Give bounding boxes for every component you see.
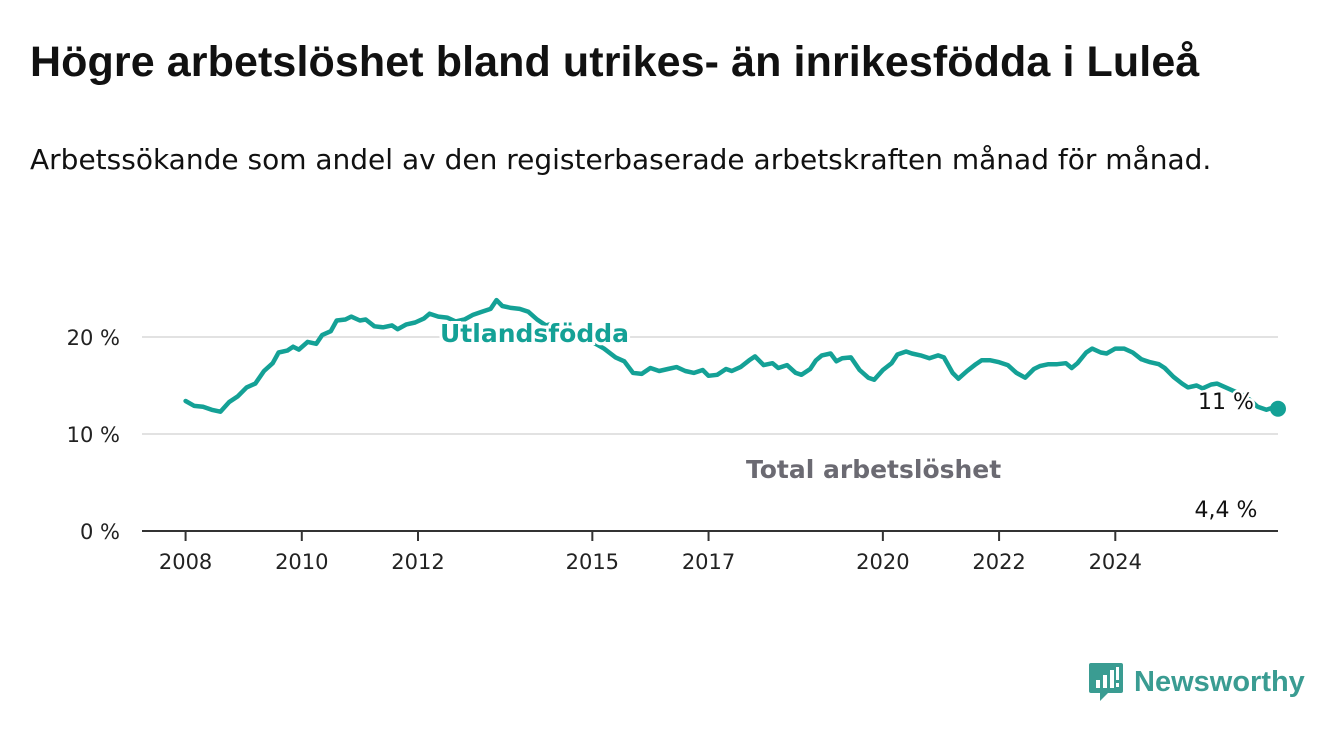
x-tick-label: 2008 (159, 550, 212, 574)
series-end-dot-0 (1270, 400, 1286, 417)
series-name-label: Utlandsfödda (440, 319, 629, 348)
chart-title: Högre arbetslöshet bland utrikes- än inr… (30, 38, 1200, 86)
axes: 0 % 10 % 20 % 2008 2010 2012 2015 2017 2020 2022 2… (67, 326, 1278, 574)
x-tick-label: 2020 (856, 550, 909, 574)
brand-logo: Newsworthy (1088, 660, 1305, 704)
series-end-value-label: 11 % (1198, 390, 1254, 415)
y-tick-label: 20 % (67, 326, 120, 350)
x-tick-label: 2022 (972, 550, 1025, 574)
bar-chart-logo-icon (1089, 663, 1123, 701)
series-line-0 (183, 297, 1281, 414)
x-tick-label: 2024 (1089, 550, 1142, 574)
y-tick-label: 0 % (80, 520, 120, 544)
gridlines (142, 336, 1278, 435)
chart-subtitle: Arbetssökande som andel av den registerb… (30, 143, 1212, 176)
x-tick-label: 2010 (275, 550, 328, 574)
y-tick-label: 10 % (67, 423, 120, 447)
brand-name: Newsworthy (1134, 665, 1305, 698)
series-name-label: Total arbetslöshet (746, 455, 1001, 484)
x-tick-label: 2015 (566, 550, 619, 574)
x-tick-label: 2012 (391, 550, 444, 574)
series-end-value-label: 4,4 % (1195, 498, 1258, 523)
series-labels: Utlandsfödda Total arbetslöshet 11 % 4,4 % (437, 316, 1260, 526)
x-tick-label: 2017 (682, 550, 735, 574)
series-lines (183, 297, 1286, 417)
